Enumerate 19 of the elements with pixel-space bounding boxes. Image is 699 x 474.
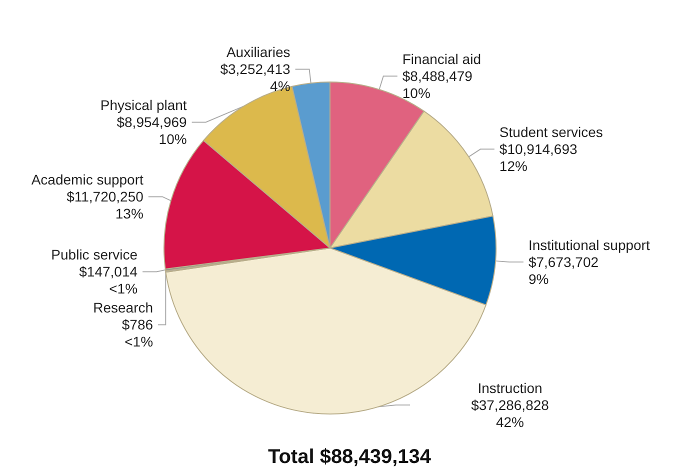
slice-label: Financial aid — [402, 51, 481, 68]
data-label: $8,488,479 10% — [402, 68, 473, 102]
data-label: $147,014 <1% — [79, 264, 138, 297]
slice-label: Auxiliaries — [226, 44, 290, 60]
slice-label: Research — [93, 300, 154, 316]
data-label: $11,720,250 13% — [66, 188, 144, 222]
data-label: $8,954,969 10% — [116, 114, 188, 148]
slice-label: Institutional support — [528, 237, 650, 254]
data-label: $10,914,693 12% — [499, 141, 578, 174]
data-label: $7,673,702 9% — [528, 254, 599, 288]
slice-label: Academic support — [31, 172, 144, 188]
text: Total $88,439,134 — [268, 446, 432, 468]
slice-label: Instruction — [478, 380, 542, 396]
slice-label: Public service — [51, 246, 138, 263]
data-label: $37,286,828 42% — [471, 397, 550, 430]
slice-label: Student services — [499, 124, 603, 140]
slice-label: Physical plant — [100, 97, 187, 114]
data-label: $786 <1% — [122, 316, 154, 350]
data-label: $3,252,413 4% — [220, 61, 290, 94]
